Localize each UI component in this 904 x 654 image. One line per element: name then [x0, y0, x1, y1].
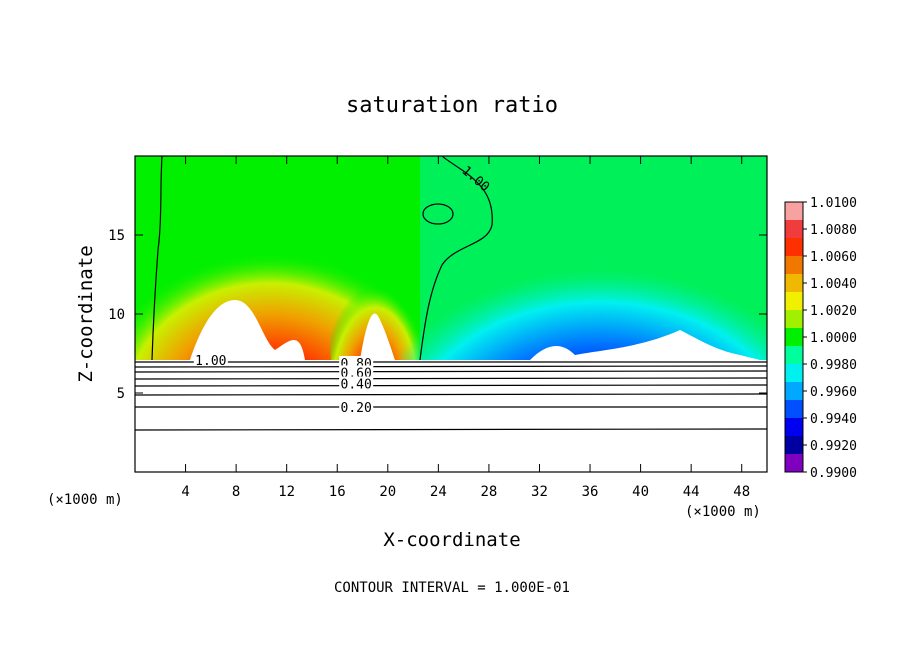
colorbar-label: 1.0020: [810, 304, 857, 319]
x-unit-left: (×1000 m): [47, 492, 123, 508]
contour-near-surface: [134, 361, 768, 431]
x-axis-label: X-coordinate: [383, 529, 520, 551]
contour-label-bg: [339, 400, 374, 414]
colorbar-label: 0.9940: [810, 412, 857, 427]
colorbar-swatch: [785, 364, 803, 383]
contour-1-00-closed: [422, 203, 454, 225]
x-axis: 4 8 12 16 20 24 28 32 36 40 44 48: [181, 156, 750, 500]
x-tick-label: 4: [181, 484, 189, 500]
colorbar-swatch: [785, 400, 803, 419]
contour-label: 1.00: [195, 354, 226, 369]
colorbar-swatch: [785, 346, 803, 365]
contour-interval-note: CONTOUR INTERVAL = 1.000E-01: [334, 580, 570, 596]
colorbar-label: 0.9960: [810, 385, 857, 400]
colorbar-label: 1.0100: [810, 196, 857, 211]
x-tick-label: 12: [278, 484, 295, 500]
x-tick-label: 8: [232, 484, 240, 500]
contour-label: 0.40: [341, 378, 372, 393]
cloud-free-region: [190, 300, 760, 360]
contour-label-bg: [193, 352, 228, 366]
colorbar-swatch: [785, 436, 803, 455]
y-tick-label: 5: [117, 386, 125, 402]
chart-title: saturation ratio: [346, 93, 558, 118]
colorbar-label: 1.0000: [810, 331, 857, 346]
contour-label-bg: [339, 365, 374, 379]
colorbar-swatch: [785, 292, 803, 311]
x-tick-label: 20: [379, 484, 396, 500]
contour-lines: [134, 155, 768, 431]
colorbar-swatch: [785, 328, 803, 347]
lower-field: [135, 360, 767, 472]
contour-label: 0.20: [341, 401, 372, 416]
plot-area: [135, 156, 767, 472]
colorbar-label: 1.0060: [810, 250, 857, 265]
colorbar-label: 0.9980: [810, 358, 857, 373]
y-tick-label: 15: [108, 228, 125, 244]
colorbar-swatch: [785, 256, 803, 275]
contour-1-00-left: [151, 155, 163, 361]
x-tick-label: 44: [683, 484, 700, 500]
colorbar-swatch: [785, 418, 803, 437]
colorbar-label: 0.9920: [810, 439, 857, 454]
colorbar: 1.0100 1.0080 1.0060 1.0040 1.0020 1.0000 0.99…: [784, 196, 857, 481]
colorbar-swatch: [785, 202, 803, 221]
x-unit-right: (×1000 m): [685, 504, 761, 520]
colorbar-swatch: [785, 274, 803, 293]
colorbar-swatch: [785, 454, 803, 473]
colorbar-swatch: [785, 310, 803, 329]
x-tick-label: 28: [480, 484, 497, 500]
x-tick-label: 32: [531, 484, 548, 500]
x-tick-label: 40: [632, 484, 649, 500]
colorbar-swatch: [785, 238, 803, 257]
colorbar-swatch: [785, 220, 803, 239]
x-tick-label: 48: [733, 484, 750, 500]
x-tick-label: 16: [329, 484, 346, 500]
colorbar-label: 1.0040: [810, 277, 857, 292]
y-axis: 5 10 15: [108, 228, 767, 402]
contour-label-bg: [339, 376, 374, 390]
contour-1-00-mid: [419, 155, 493, 361]
colorbar-label: 0.9900: [810, 466, 857, 481]
colorbar-swatch: [785, 382, 803, 401]
y-axis-label: Z-coordinate: [75, 245, 97, 382]
colorbar-label: 1.0080: [810, 223, 857, 238]
y-tick-label: 10: [108, 307, 125, 323]
x-tick-label: 36: [582, 484, 599, 500]
x-tick-label: 24: [430, 484, 447, 500]
